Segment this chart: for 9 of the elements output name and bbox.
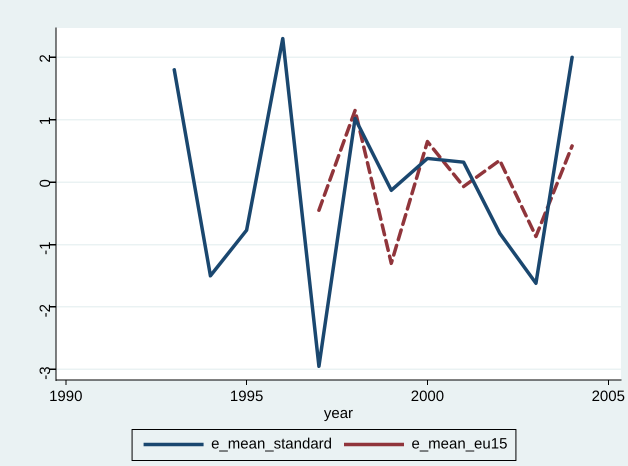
legend-label: e_mean_eu15 (412, 436, 508, 453)
x-tick-label: 1995 (230, 388, 264, 406)
y-tick-label: -2 (37, 304, 54, 318)
x-tick-label: 1990 (49, 388, 82, 406)
y-tick-label: -3 (37, 366, 54, 380)
x-tick-label: 2000 (410, 388, 444, 406)
x-tick-label: 2005 (592, 388, 625, 406)
x-axis-title: year (324, 405, 354, 422)
legend-label: e_mean_standard (211, 436, 332, 453)
